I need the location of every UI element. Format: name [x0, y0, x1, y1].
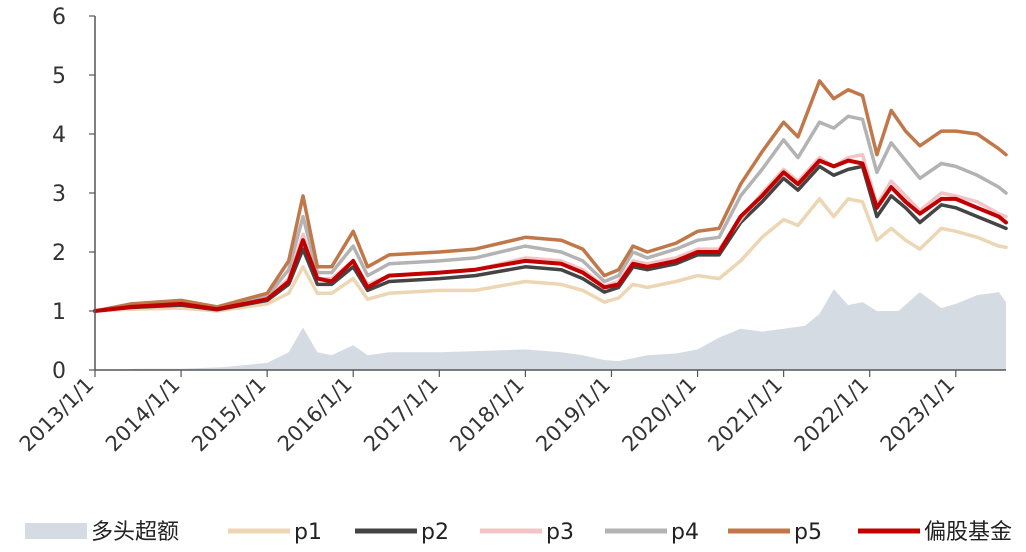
x-tick-label: 2023/1/1 — [876, 373, 960, 457]
legend-label: p3 — [546, 520, 574, 545]
series-line-4 — [93, 114, 1008, 313]
x-tick-label: 2022/1/1 — [790, 373, 874, 457]
y-tick-label: 2 — [52, 241, 66, 266]
legend-label: p5 — [794, 520, 822, 545]
legend-swatch-area — [25, 523, 87, 539]
legend-label: 多头超额 — [91, 520, 179, 545]
x-tick-label: 2021/1/1 — [703, 373, 787, 457]
y-tick-label: 3 — [52, 182, 66, 207]
legend: 多头超额 p1 p2 p3 p4 p5 偏股基金 — [25, 520, 1012, 545]
legend-label: 偏股基金 — [924, 520, 1012, 545]
y-tick-label: 5 — [52, 64, 66, 89]
line-layer — [93, 79, 1008, 313]
series-line-6 — [93, 158, 1008, 313]
legend-label: p1 — [294, 520, 322, 545]
x-tick-label: 2015/1/1 — [187, 373, 271, 457]
x-tick-label: 2013/1/1 — [15, 373, 99, 457]
series-line-5 — [93, 79, 1008, 313]
series-line-1 — [93, 197, 1008, 313]
y-tick-label: 6 — [52, 5, 66, 30]
y-tick-label: 1 — [52, 300, 66, 325]
x-tick-label: 2017/1/1 — [359, 373, 443, 457]
y-tick-label: 0 — [52, 359, 66, 384]
x-tick-label: 2019/1/1 — [531, 373, 615, 457]
area-layer — [95, 289, 1006, 370]
y-tick-label: 4 — [52, 123, 66, 148]
x-tick-label: 2014/1/1 — [101, 373, 185, 457]
x-tick-label: 2016/1/1 — [273, 373, 357, 457]
series-area-long-excess — [95, 289, 1006, 370]
x-tick-label: 2018/1/1 — [445, 373, 529, 457]
series-line-2 — [93, 164, 1008, 313]
legend-label: p4 — [671, 520, 699, 545]
x-tick-label: 2020/1/1 — [617, 373, 701, 457]
legend-label: p2 — [421, 520, 449, 545]
